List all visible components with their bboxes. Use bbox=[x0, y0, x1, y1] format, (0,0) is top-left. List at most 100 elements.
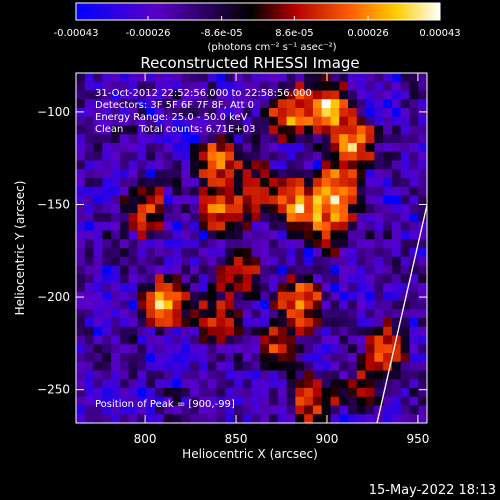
heatmap-cell bbox=[286, 265, 296, 275]
heatmap-cell bbox=[225, 108, 235, 118]
heatmap-cell bbox=[119, 300, 130, 310]
heatmap-cell bbox=[76, 291, 86, 301]
heatmap-cell bbox=[163, 90, 173, 100]
heatmap-cell bbox=[365, 379, 375, 389]
heatmap-cell bbox=[339, 195, 349, 205]
heatmap-cell bbox=[330, 160, 340, 170]
heatmap-cell bbox=[260, 274, 270, 284]
heatmap-cell bbox=[321, 108, 331, 118]
heatmap-cell bbox=[391, 405, 402, 415]
heatmap-cell bbox=[111, 160, 121, 170]
heatmap-cell bbox=[154, 396, 165, 406]
heatmap-cell bbox=[365, 388, 375, 398]
heatmap-cell bbox=[225, 361, 235, 371]
heatmap-cell bbox=[242, 414, 252, 423]
heatmap-cell bbox=[339, 169, 349, 179]
heatmap-cell bbox=[119, 116, 130, 126]
heatmap-cell bbox=[339, 81, 349, 91]
heatmap-cell bbox=[339, 283, 349, 293]
heatmap-cell bbox=[119, 204, 130, 214]
heatmap-cell bbox=[400, 73, 410, 83]
heatmap-cell bbox=[181, 143, 191, 153]
heatmap-cell bbox=[146, 335, 156, 345]
heatmap-cell bbox=[242, 274, 252, 284]
heatmap-cell bbox=[190, 388, 200, 398]
heatmap-cell bbox=[277, 256, 288, 266]
heatmap-cell bbox=[84, 204, 94, 214]
heatmap-cell bbox=[137, 396, 147, 406]
heatmap-cell bbox=[119, 256, 130, 266]
heatmap-cell bbox=[119, 283, 130, 293]
heatmap-cell bbox=[295, 370, 305, 380]
heatmap-cell bbox=[312, 213, 323, 223]
heatmap-cell bbox=[119, 73, 130, 83]
heatmap-cell bbox=[295, 353, 305, 363]
heatmap-cell bbox=[102, 204, 112, 214]
heatmap-cell bbox=[269, 309, 279, 319]
heatmap-cell bbox=[365, 265, 375, 275]
heatmap-cell bbox=[242, 99, 252, 109]
heatmap-cell bbox=[409, 361, 419, 371]
heatmap-cell bbox=[295, 405, 305, 415]
heatmap-cell bbox=[409, 283, 419, 293]
heatmap-cell bbox=[391, 274, 402, 284]
heatmap-cell bbox=[216, 73, 226, 83]
heatmap-cell bbox=[330, 361, 340, 371]
heatmap-cell bbox=[163, 195, 173, 205]
heatmap-cell bbox=[190, 195, 200, 205]
heatmap-cell bbox=[269, 370, 279, 380]
heatmap-cell bbox=[76, 318, 86, 328]
heatmap-cell bbox=[348, 326, 358, 336]
heatmap-cell bbox=[76, 388, 86, 398]
heatmap-cell bbox=[93, 81, 103, 91]
heatmap-cell bbox=[356, 169, 366, 179]
heatmap-cell bbox=[391, 134, 402, 144]
heatmap-cell bbox=[260, 134, 270, 144]
heatmap-cell bbox=[242, 256, 252, 266]
heatmap-cell bbox=[84, 178, 94, 188]
heatmap-cell bbox=[409, 204, 419, 214]
heatmap-cell bbox=[260, 81, 270, 91]
heatmap-cell bbox=[225, 396, 235, 406]
heatmap-cell bbox=[383, 318, 393, 328]
heatmap-cell bbox=[76, 405, 86, 415]
heatmap-cell bbox=[137, 388, 147, 398]
heatmap-cell bbox=[181, 414, 191, 423]
heatmap-cell bbox=[102, 125, 112, 135]
heatmap-cell bbox=[251, 116, 261, 126]
heatmap-cell bbox=[233, 318, 244, 328]
heatmap-cell bbox=[146, 178, 156, 188]
heatmap-cell bbox=[93, 99, 103, 109]
heatmap-cell bbox=[277, 274, 288, 284]
heatmap-cell bbox=[128, 195, 138, 205]
heatmap-cell bbox=[137, 125, 147, 135]
heatmap-cell bbox=[172, 239, 182, 249]
heatmap-cell bbox=[295, 151, 305, 161]
heatmap-cell bbox=[146, 116, 156, 126]
heatmap-cell bbox=[400, 353, 410, 363]
heatmap-cell bbox=[391, 300, 402, 310]
heatmap-cell bbox=[84, 414, 94, 423]
heatmap-cell bbox=[339, 143, 349, 153]
heatmap-cell bbox=[286, 274, 296, 284]
heatmap-cell bbox=[374, 318, 384, 328]
heatmap-cell bbox=[216, 291, 226, 301]
heatmap-cell bbox=[409, 178, 419, 188]
heatmap-cell bbox=[356, 265, 366, 275]
heatmap-cell bbox=[225, 116, 235, 126]
heatmap-cell bbox=[93, 265, 103, 275]
heatmap-cell bbox=[181, 125, 191, 135]
heatmap-cell bbox=[295, 300, 305, 310]
heatmap-cell bbox=[76, 160, 86, 170]
heatmap-cell bbox=[269, 396, 279, 406]
x-tick-label: 900 bbox=[316, 432, 339, 446]
heatmap-cell bbox=[418, 326, 427, 336]
heatmap-cell bbox=[119, 90, 130, 100]
heatmap-cell bbox=[348, 195, 358, 205]
solar-limb-line bbox=[376, 204, 427, 423]
heatmap-cell bbox=[286, 370, 296, 380]
heatmap-cell bbox=[277, 239, 288, 249]
heatmap-cell bbox=[111, 291, 121, 301]
heatmap-cell bbox=[269, 414, 279, 423]
heatmap-cell bbox=[260, 221, 270, 231]
